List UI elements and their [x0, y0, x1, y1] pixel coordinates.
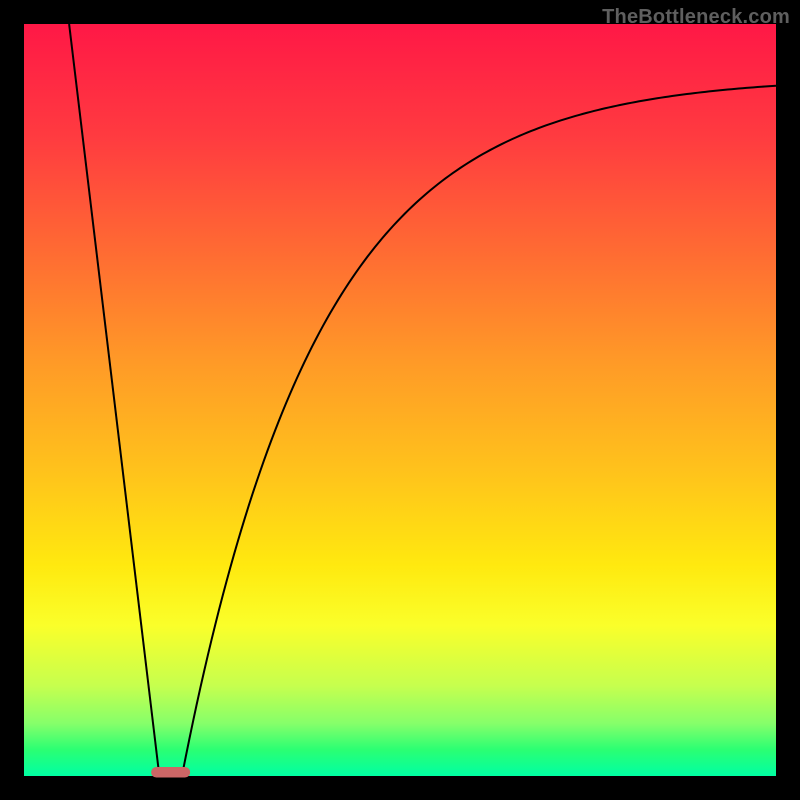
- bottleneck-chart: [0, 0, 800, 800]
- chart-container: { "watermark": { "text": "TheBottleneck.…: [0, 0, 800, 800]
- watermark-text: TheBottleneck.com: [602, 6, 790, 29]
